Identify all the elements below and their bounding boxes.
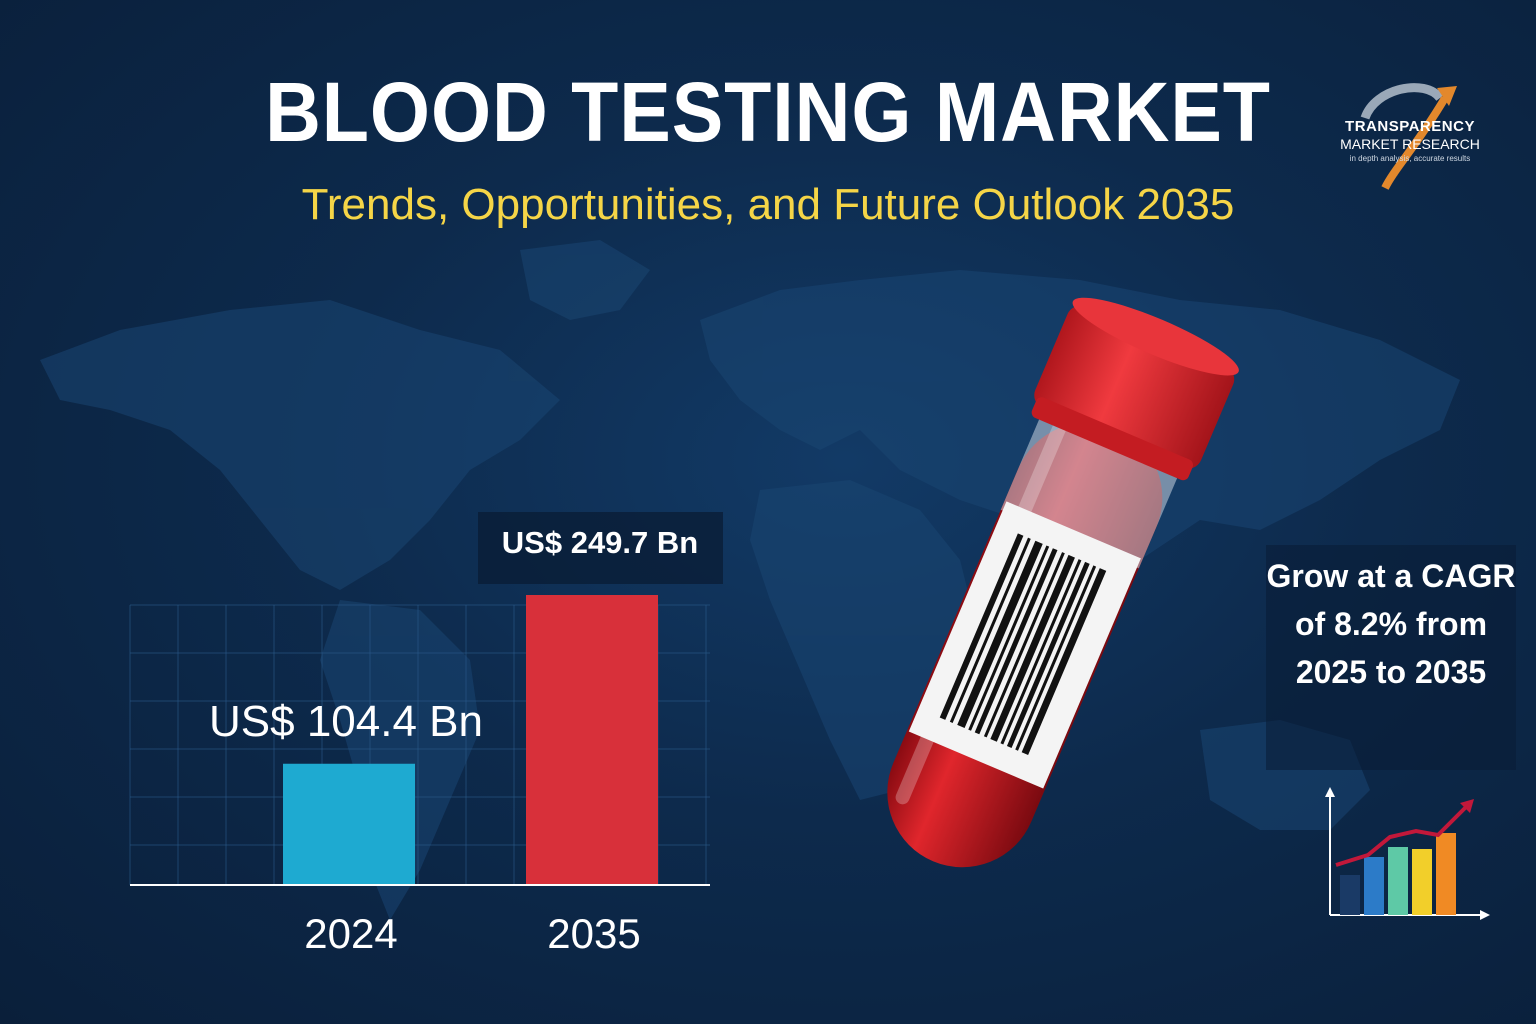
growth-chart-icon [1325, 787, 1490, 920]
data-label-2035: US$ 249.7 Bn [502, 525, 698, 560]
logo-tagline: in depth analysis, accurate results [1349, 154, 1471, 163]
chart-labels: US$ 104.4 Bn 2024 US$ 249.7 Bn 2035 [209, 512, 723, 957]
company-logo: TRANSPARENCY MARKET RESEARCH in depth an… [1335, 78, 1485, 198]
x-tick-label-2024: 2024 [304, 910, 397, 957]
page-subtitle: Trends, Opportunities, and Future Outloo… [301, 180, 1235, 229]
page-title: BLOOD TESTING MARKET [265, 65, 1271, 159]
logo-line-1: TRANSPARENCY [1345, 118, 1475, 135]
barcode-icon [939, 533, 1107, 755]
bar-2024 [283, 763, 415, 885]
data-label-background [478, 512, 723, 584]
cagr-text: Grow at a CAGR of 8.2% from 2025 to 2035 [1266, 558, 1516, 690]
logo-arrow-icon [1360, 83, 1457, 190]
logo-line-2: MARKET RESEARCH [1340, 136, 1480, 152]
bar-2035 [526, 595, 658, 885]
chart-bars [283, 595, 658, 885]
blood-tube-icon [887, 297, 1239, 868]
data-label-2024: US$ 104.4 Bn [209, 697, 483, 746]
x-tick-label-2035: 2035 [547, 910, 640, 957]
cagr-panel [1266, 545, 1516, 770]
